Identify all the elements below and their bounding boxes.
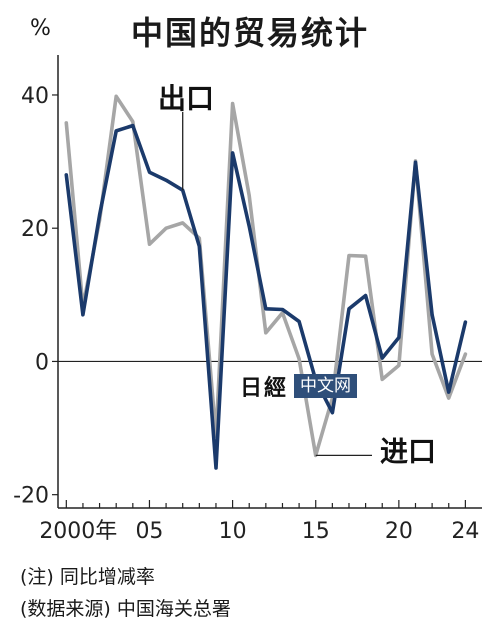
chart-title: 中国的贸易统计 — [130, 14, 369, 52]
note-yoy: (注) 同比增减率 — [20, 566, 155, 588]
y-tick-label: 20 — [21, 217, 49, 242]
y-tick-label: -20 — [13, 484, 49, 509]
export-series-line — [64, 123, 468, 470]
import-series-label: 进口 — [380, 435, 436, 468]
watermark: 日經 中文网 — [240, 373, 358, 401]
watermark-logo: 日經 — [240, 375, 289, 401]
y-tick-label: 0 — [35, 350, 49, 375]
x-tick-label: 05 — [135, 519, 163, 544]
y-axis-unit: % — [30, 16, 51, 41]
export-series-label: 出口 — [158, 82, 214, 115]
series-lines — [64, 94, 468, 470]
note-source: (数据来源) 中国海关总署 — [20, 598, 231, 620]
y-tick-label: 40 — [21, 84, 49, 109]
axes: 40 20 0 -20 2000年 05 10 15 20 24 — [13, 55, 482, 544]
x-tick-label: 15 — [302, 519, 330, 544]
x-tick-label: 10 — [219, 519, 247, 544]
watermark-text: 中文网 — [294, 374, 358, 398]
x-tick-label: 24 — [451, 519, 479, 544]
import-series-line — [64, 94, 468, 458]
x-tick-label: 20 — [385, 519, 413, 544]
x-tick-label: 2000年 — [39, 519, 117, 544]
